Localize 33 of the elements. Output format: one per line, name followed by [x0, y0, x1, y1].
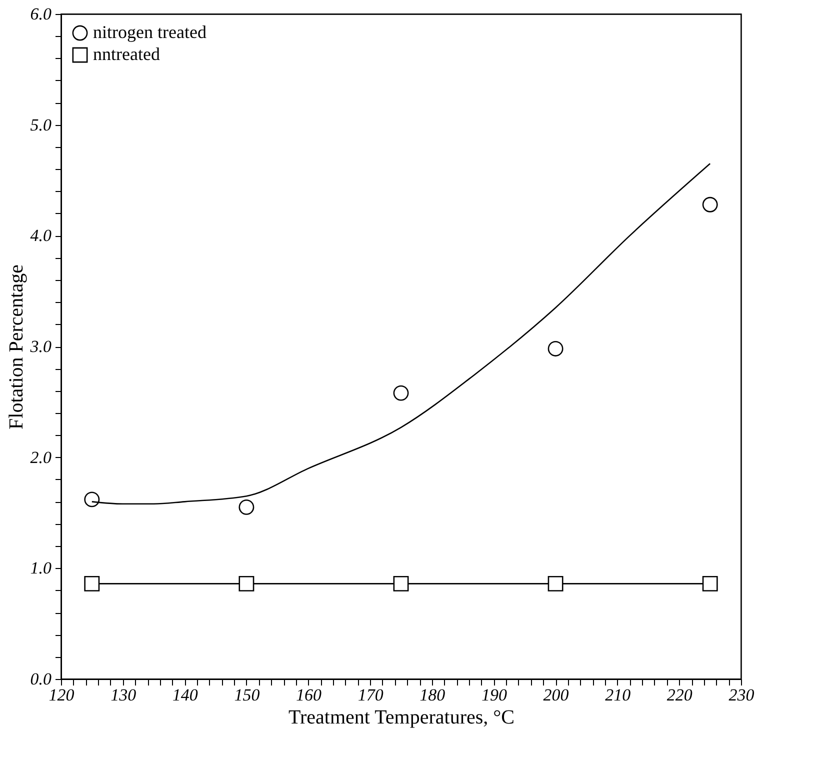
point	[393, 576, 409, 592]
x-tick-label: 120	[48, 686, 75, 704]
x-tick-label: 190	[481, 686, 508, 704]
y-tick-label: 6.0	[30, 4, 52, 24]
point	[548, 576, 564, 592]
x-tick-label: 130	[110, 686, 137, 704]
y-tick-label: 3.0	[29, 337, 52, 356]
legend-label: nntreated	[93, 44, 160, 64]
y-tick-label: 4.0	[30, 226, 52, 246]
x-tick-label: 230	[728, 686, 755, 704]
x-tick-label: 150	[234, 686, 260, 704]
point	[238, 576, 254, 592]
point	[238, 500, 254, 515]
x-tick-label: 210	[605, 686, 632, 704]
y-axis-title: Flotation Percentage	[5, 264, 28, 430]
y-tick-label: 0.0	[30, 670, 52, 688]
point	[393, 385, 409, 401]
x-tick-label: 140	[172, 686, 198, 704]
y-tick-label: 2.0	[30, 448, 52, 467]
y-tick-label: 1.0	[30, 558, 52, 578]
x-tick-label: 180	[420, 686, 446, 704]
y-tick-label: 5.0	[30, 115, 52, 134]
point	[84, 576, 100, 592]
x-tick-label: 160	[296, 686, 322, 704]
x-tick-label: 220	[666, 686, 693, 704]
point	[702, 576, 718, 592]
point	[548, 341, 564, 356]
point	[84, 492, 100, 508]
x-tick-label: 200	[543, 686, 570, 704]
legend-label: nitrogen treated	[93, 22, 206, 42]
x-tick-label: 170	[358, 686, 384, 704]
x-axis-title: Treatment Temperatures, °C	[288, 706, 514, 728]
point	[702, 196, 718, 212]
